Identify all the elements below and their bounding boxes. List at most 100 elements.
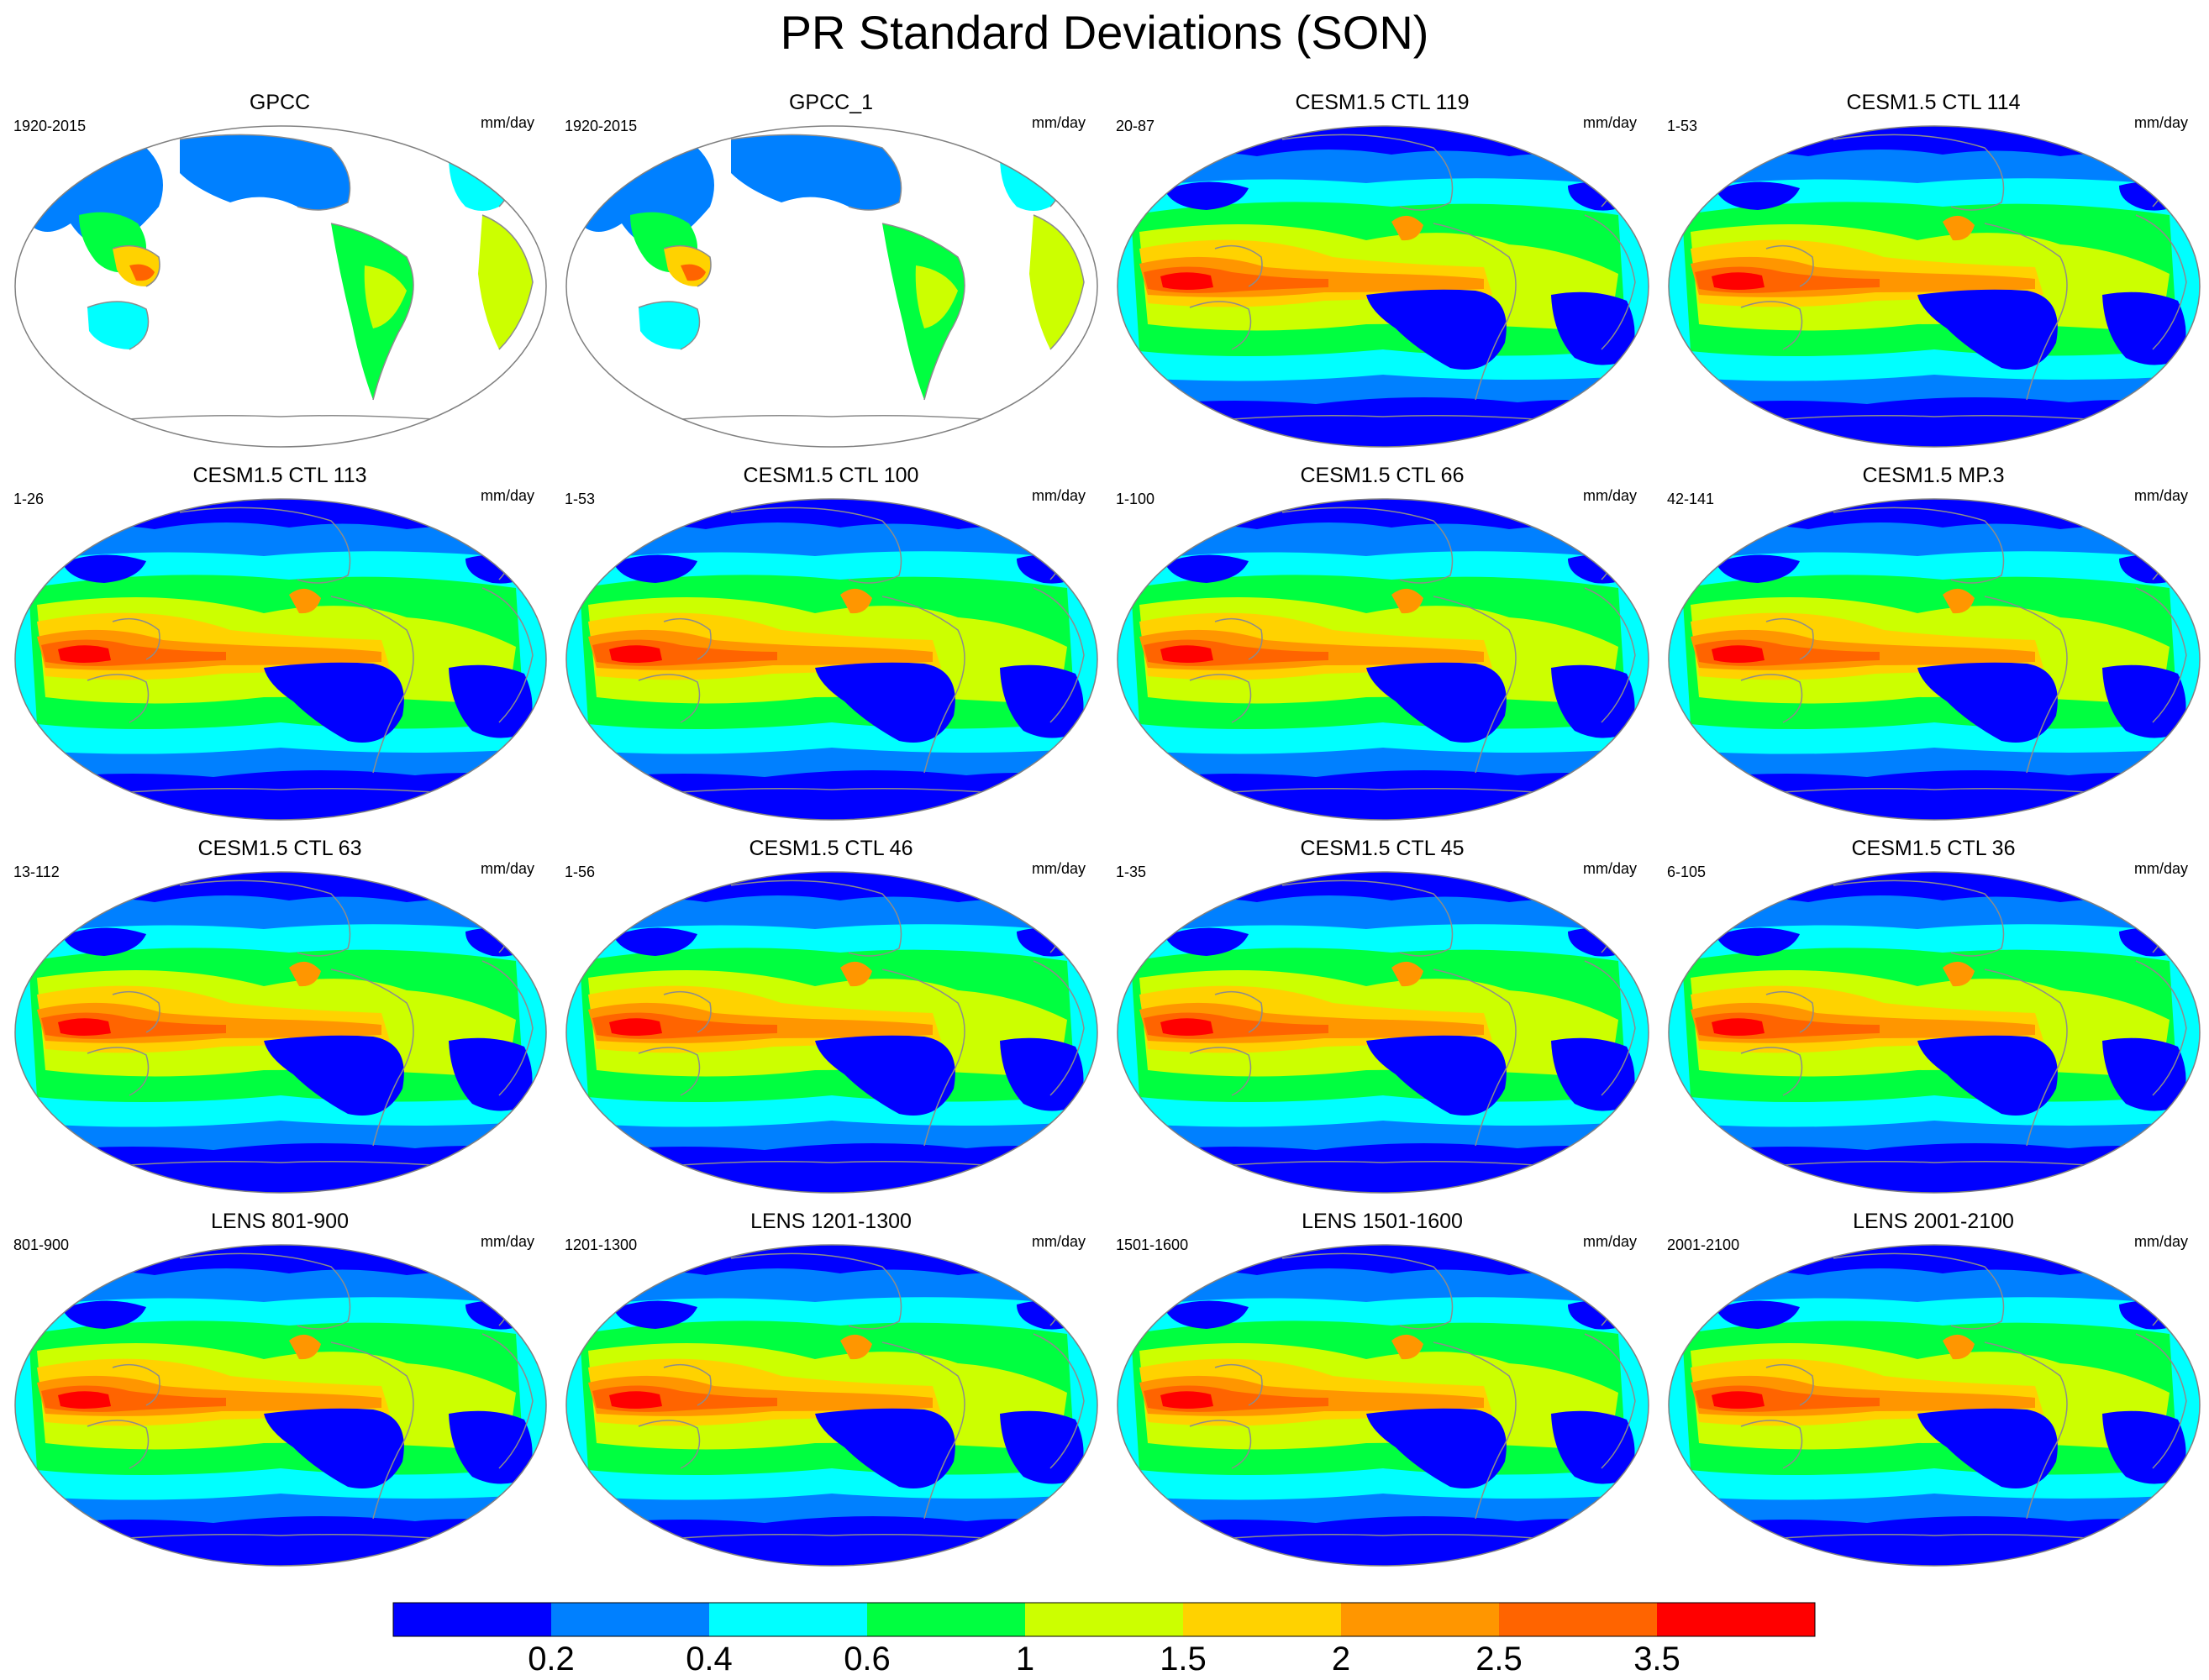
field-layer [1118, 872, 1649, 1193]
colorbar-frame [392, 1602, 1816, 1637]
map-outline [1117, 498, 1649, 821]
field-midlatitude-peak [1391, 961, 1423, 987]
page-title: PR Standard Deviations (SON) [780, 6, 1429, 59]
polar-low-south [15, 1515, 546, 1566]
panel-units-label: mm/day [2133, 487, 2188, 504]
polar-low-south [1669, 1515, 2200, 1566]
land-africa [1029, 215, 1084, 349]
field-max-core [58, 645, 111, 663]
map-outline [565, 498, 1098, 821]
dry-tongue-atlantic [1000, 664, 1084, 738]
map-outline [1668, 871, 2201, 1194]
land-australia [639, 301, 700, 349]
panel-units-label: mm/day [1031, 860, 1086, 877]
colorbar-swatch [551, 1603, 709, 1636]
map-svg [565, 1244, 1098, 1567]
map-panel: CESM1.5 CTL 36 6-105 mm/day [1660, 837, 2206, 1198]
field-layer [566, 872, 1097, 1193]
field-midlatitude-peak [1391, 588, 1423, 614]
dry-patch-asia [1716, 927, 1800, 956]
panel-period-label: 1501-1600 [1116, 1236, 1189, 1253]
map-panel: CESM1.5 CTL 45 1-35 mm/day [1109, 837, 1655, 1198]
dry-tongue-pacific [1366, 1035, 1507, 1116]
polar-low-south [1669, 769, 2200, 820]
panel-title: LENS 2001-2100 [1853, 1210, 2014, 1233]
map-svg [14, 125, 547, 448]
land-australia [87, 301, 149, 349]
dry-tongue-atlantic [1551, 1037, 1635, 1111]
panel-units-label: mm/day [1582, 1233, 1637, 1250]
field-midlatitude-peak [840, 961, 872, 987]
polar-low-south [1118, 1515, 1649, 1566]
map-panel: CESM1.5 CTL 114 1-53 mm/day [1660, 91, 2206, 452]
field-layer [566, 126, 1097, 447]
map-panel: CESM1.5 CTL 100 1-53 mm/day [558, 464, 1104, 825]
field-midlatitude-peak [840, 1334, 872, 1360]
colorbar-tick-label: 0.4 [686, 1641, 733, 1677]
land-maritime-max [129, 264, 155, 281]
map-svg [1668, 125, 2201, 448]
field-max-core [58, 1391, 111, 1409]
polar-low-south [15, 1142, 546, 1193]
map-svg [1117, 1244, 1649, 1567]
panel-title: CESM1.5 CTL 113 [192, 464, 367, 487]
land-maritime-max [681, 264, 706, 281]
coastlines [1164, 507, 1636, 799]
field-midlatitude-peak [1943, 215, 1975, 241]
panel-units-label: mm/day [480, 114, 534, 131]
panel-period-label: 1-53 [1667, 118, 1698, 134]
colorbar-swatch [1657, 1603, 1815, 1636]
dry-tongue-pacific [1917, 289, 2058, 370]
colorbar-swatch [1341, 1603, 1499, 1636]
panel-period-label: 6-105 [1667, 864, 1707, 880]
dry-tongue-pacific [1917, 1408, 2058, 1488]
dry-patch-asia [613, 1300, 697, 1329]
panel-units-label: mm/day [1582, 114, 1637, 131]
polar-low-south [1669, 1142, 2200, 1193]
map-outline [565, 125, 1098, 448]
polar-low-south [566, 1515, 1097, 1566]
map-panel: LENS 801-900 801-900 mm/day [7, 1210, 553, 1571]
land-amazon [364, 265, 407, 328]
field-layer [15, 1245, 546, 1566]
polar-low-south [15, 769, 546, 820]
panel-period-label: 1-35 [1116, 864, 1147, 880]
field-layer [15, 499, 546, 820]
panel-period-label: 801-900 [13, 1236, 70, 1253]
dry-tongue-atlantic [449, 1037, 533, 1111]
panel-units-label: mm/day [2133, 860, 2188, 877]
panel-period-label: 1201-1300 [565, 1236, 638, 1253]
coastlines [1164, 879, 1636, 1172]
dry-patch-asia [1165, 181, 1249, 210]
map-svg [1668, 871, 2201, 1194]
map-svg [1117, 871, 1649, 1194]
field-max-core [609, 1018, 662, 1036]
polar-low-south [566, 1142, 1097, 1193]
map-outline [14, 125, 547, 448]
land-africa [478, 215, 533, 349]
colorbar-tick-label: 2 [1332, 1641, 1350, 1677]
dry-tongue-atlantic [1000, 1037, 1084, 1111]
map-svg [14, 871, 547, 1194]
colorbar-tick-label: 1 [1016, 1641, 1034, 1677]
panel-grid: GPCC 1920-2015 mm/day GPCC_1 1920-2015 mm/day… [7, 91, 2206, 1571]
field-max-core [609, 1391, 662, 1409]
field-midlatitude-peak [1943, 1334, 1975, 1360]
dry-patch-asia [1716, 1300, 1800, 1329]
land-amazon [915, 265, 958, 328]
dry-tongue-pacific [815, 1408, 955, 1488]
colorbar-swatch [709, 1603, 867, 1636]
map-panel: CESM1.5 CTL 66 1-100 mm/day [1109, 464, 1655, 825]
dry-tongue-atlantic [1551, 664, 1635, 738]
dry-tongue-pacific [1366, 1408, 1507, 1488]
field-layer [15, 126, 546, 447]
panel-period-label: 1920-2015 [565, 118, 638, 134]
panel-period-label: 20-87 [1116, 118, 1155, 134]
panel-period-label: 1-26 [13, 491, 45, 507]
panel-units-label: mm/day [480, 860, 534, 877]
dry-tongue-pacific [264, 662, 404, 743]
map-outline [565, 871, 1098, 1194]
polar-low-south [566, 769, 1097, 820]
land-north-america [180, 134, 350, 210]
panel-title: CESM1.5 CTL 119 [1295, 91, 1470, 114]
